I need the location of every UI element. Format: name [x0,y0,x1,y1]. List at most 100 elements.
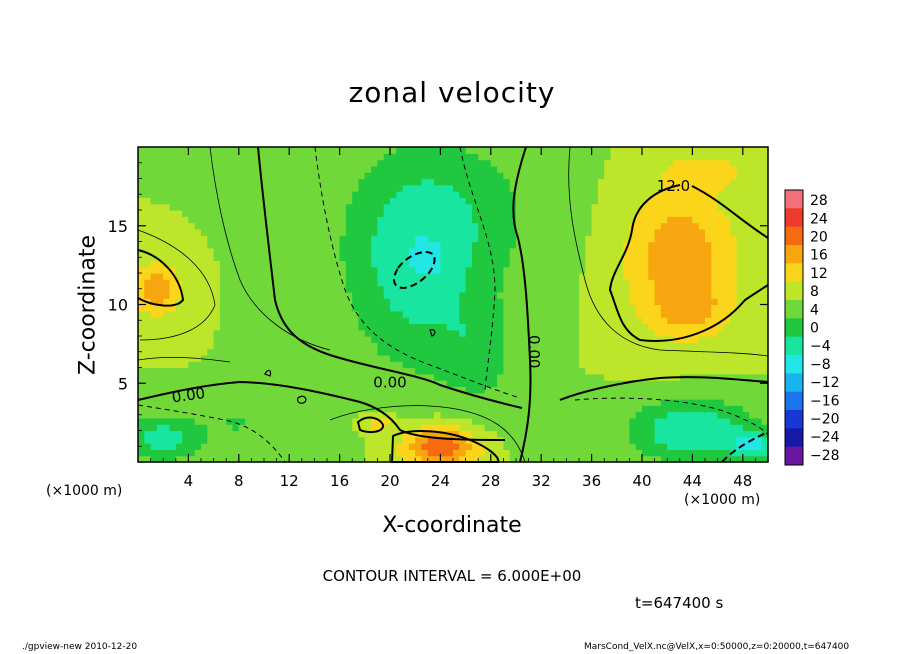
field-cell [679,380,687,387]
field-cell [579,241,586,249]
field-cell [364,348,372,356]
field-cell [673,273,681,280]
field-cell [364,285,372,293]
field-cell [711,216,719,224]
field-cell [616,424,624,432]
field-cell [717,436,725,444]
field-cell [289,260,297,268]
field-cell [327,342,334,350]
field-cell [421,147,429,154]
field-cell [207,399,215,406]
field-cell [383,178,391,186]
field-cell [755,172,763,180]
field-cell [213,455,221,463]
field-cell [635,443,643,450]
field-cell [257,197,265,205]
field-cell [232,336,240,343]
field-cell [541,191,549,198]
field-cell [453,153,460,161]
field-cell [245,260,252,268]
field-cell [591,304,599,312]
field-cell [635,323,643,331]
field-cell [144,361,152,369]
field-cell [276,336,284,343]
field-cell [610,310,618,318]
field-cell [522,348,530,356]
field-cell [692,399,700,406]
field-cell [471,430,479,438]
field-cell [610,159,618,167]
field-cell [541,449,549,457]
field-cell [610,348,618,356]
field-cell [453,184,460,192]
field-cell [610,361,618,369]
field-cell [610,184,618,192]
field-cell [446,228,454,236]
field-cell [276,430,284,438]
field-cell [528,380,536,387]
field-cell [749,153,756,161]
field-cell [182,260,189,268]
field-cell [308,298,315,306]
field-cell [390,254,397,261]
field-cell [169,436,177,444]
field-cell [673,241,681,249]
field-cell [270,329,278,337]
field-cell [635,260,643,268]
field-cell [711,203,719,211]
field-cell [364,342,372,350]
field-cell [717,411,725,419]
field-cell [629,203,637,211]
field-cell [585,443,593,450]
field-cell [440,235,448,243]
field-cell [339,165,347,173]
field-cell [490,216,498,224]
field-cell [629,216,637,224]
field-cell [314,184,322,192]
field-cell [522,361,530,369]
field-cell [635,285,643,293]
field-cell [270,298,278,306]
field-cell [698,191,706,198]
field-cell [308,455,315,463]
field-cell [270,273,278,280]
field-cell [427,254,435,261]
field-cell [478,411,486,419]
field-cell [516,336,523,343]
field-cell [282,254,290,261]
field-cell [364,279,372,287]
field-cell [232,147,240,154]
field-cell [566,323,574,331]
field-cell [736,386,744,394]
field-cell [144,228,152,236]
field-cell [314,291,322,299]
field-cell [339,361,347,369]
field-cell [755,165,763,173]
field-cell [138,178,145,186]
field-cell [509,424,517,432]
field-cell [471,165,479,173]
field-cell [610,304,618,312]
field-cell [635,399,643,406]
field-cell [560,436,567,444]
field-cell [402,304,410,312]
field-cell [585,260,593,268]
field-cell [591,430,599,438]
field-cell [730,191,738,198]
field-cell [434,323,441,331]
field-cell [553,241,561,249]
field-cell [371,222,378,230]
field-cell [667,405,675,413]
field-cell [156,203,164,211]
field-cell [390,147,397,154]
field-cell [692,361,700,369]
field-cell [736,165,744,173]
field-cell [478,260,486,268]
field-cell [597,455,605,463]
field-cell [232,417,240,425]
field-cell [623,392,630,400]
field-cell [446,424,454,432]
field-cell [749,367,756,375]
field-cell [415,436,423,444]
